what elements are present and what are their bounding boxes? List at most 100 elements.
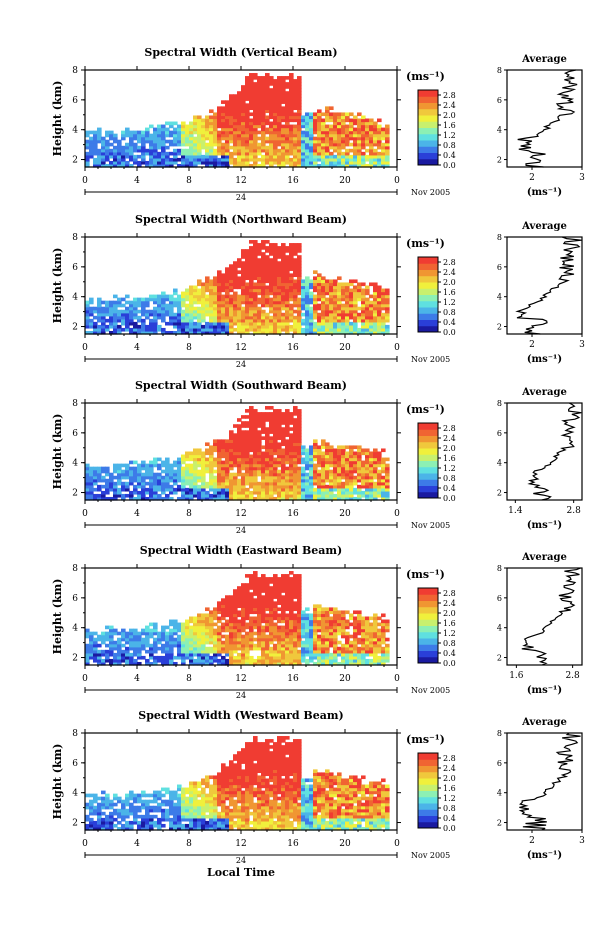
- heatmap-cell: [97, 306, 102, 311]
- heatmap-cell: [233, 607, 238, 612]
- heatmap-cell: [245, 133, 250, 138]
- heatmap-cell: [281, 139, 286, 144]
- heatmap-cell: [93, 469, 98, 474]
- heatmap-cell: [109, 315, 114, 320]
- heatmap-cell: [129, 330, 134, 335]
- heatmap-cell: [85, 634, 90, 639]
- average-xlabel: (ms⁻¹): [527, 520, 562, 531]
- heatmap-cell: [297, 255, 302, 259]
- heatmap-cell: [157, 157, 162, 162]
- heatmap-cell: [233, 433, 238, 437]
- heatmap-cell: [321, 466, 326, 471]
- heatmap-cell: [245, 124, 250, 129]
- heatmap-cell: [293, 327, 298, 332]
- heatmap-cell: [269, 646, 274, 651]
- heatmap-cell: [229, 306, 234, 311]
- heatmap-cell: [189, 300, 194, 305]
- heatmap-cell: [269, 139, 274, 144]
- heatmap-cell: [229, 628, 234, 633]
- heatmap-cell: [289, 136, 294, 141]
- heatmap-cell: [157, 637, 162, 642]
- heatmap-cell: [181, 628, 186, 633]
- heatmap-cell: [209, 631, 214, 636]
- heatmap-cell: [257, 631, 262, 636]
- heatmap-cell: [185, 637, 190, 642]
- heatmap-cell: [269, 115, 274, 120]
- heatmap-cell: [85, 300, 90, 305]
- heatmap-cell: [325, 303, 330, 308]
- heatmap-cell: [221, 285, 226, 290]
- heatmap-cell: [137, 300, 142, 305]
- heatmap-cell: [373, 457, 378, 462]
- heatmap-cell: [229, 430, 234, 434]
- heatmap-cell: [253, 619, 258, 624]
- heatmap-cell: [369, 496, 374, 501]
- heatmap-cell: [309, 160, 314, 165]
- heatmap-cell: [221, 451, 226, 456]
- heatmap-cell: [357, 457, 362, 462]
- heatmap-cell: [133, 303, 138, 308]
- heatmap-cell: [245, 163, 250, 168]
- x-tick-label: 8: [186, 343, 192, 353]
- heatmap-cell: [165, 646, 170, 651]
- heatmap-cell: [93, 472, 98, 477]
- heatmap-cell: [217, 619, 222, 624]
- heatmap-cell: [201, 631, 206, 636]
- heatmap-cell: [301, 318, 306, 323]
- heatmap-cell: [197, 327, 202, 332]
- heatmap-cell: [213, 484, 218, 489]
- heatmap-cell: [269, 100, 274, 104]
- heatmap-cell: [361, 139, 366, 144]
- heatmap-cell: [205, 330, 210, 335]
- heatmap-cell: [353, 454, 358, 459]
- heatmap-cell: [289, 297, 294, 302]
- heatmap-cell: [149, 463, 154, 468]
- heatmap-cell: [145, 312, 150, 317]
- heatmap-cell: [257, 619, 262, 624]
- heatmap-cell: [289, 157, 294, 162]
- heatmap-cell: [277, 154, 282, 159]
- heatmap-cell: [309, 306, 314, 311]
- heatmap-cell: [125, 646, 130, 651]
- heatmap-cell: [381, 142, 386, 147]
- heatmap-cell: [297, 76, 302, 80]
- heatmap-cell: [245, 285, 250, 290]
- heatmap-cell: [325, 163, 330, 168]
- heatmap-cell: [245, 306, 250, 311]
- heatmap-cell: [241, 622, 246, 627]
- heatmap-cell: [117, 490, 122, 495]
- heatmap-cell: [197, 279, 202, 284]
- heatmap-cell: [241, 649, 246, 654]
- heatmap-cell: [297, 430, 302, 434]
- heatmap-cell: [113, 484, 118, 489]
- heatmap-cell: [117, 142, 122, 147]
- heatmap-cell: [349, 279, 354, 284]
- heatmap-cell: [141, 145, 146, 150]
- heatmap-cell: [305, 496, 310, 501]
- heatmap-cell: [261, 273, 266, 278]
- heatmap-cell: [249, 112, 254, 117]
- heatmap-cell: [89, 130, 94, 135]
- heatmap-cell: [249, 493, 254, 498]
- heatmap-cell: [369, 157, 374, 162]
- heatmap-cell: [337, 327, 342, 332]
- heatmap-cell: [281, 318, 286, 323]
- heatmap-cell: [229, 330, 234, 335]
- heatmap-cell: [237, 418, 242, 422]
- heatmap-cell: [113, 330, 118, 335]
- heatmap-cell: [357, 318, 362, 323]
- heatmap-cell: [353, 481, 358, 486]
- heatmap-cell: [317, 484, 322, 489]
- heatmap-cell: [245, 430, 250, 434]
- heatmap-cell: [337, 142, 342, 147]
- heatmap-cell: [109, 309, 114, 314]
- heatmap-cell: [265, 273, 270, 278]
- heatmap-cell: [205, 288, 210, 293]
- heatmap-cell: [277, 315, 282, 320]
- heatmap-cell: [329, 327, 334, 332]
- heatmap-cell: [313, 279, 318, 284]
- heatmap-cell: [149, 148, 154, 153]
- heatmap-cell: [105, 625, 110, 630]
- heatmap-cell: [233, 439, 238, 444]
- heatmap-cell: [341, 288, 346, 293]
